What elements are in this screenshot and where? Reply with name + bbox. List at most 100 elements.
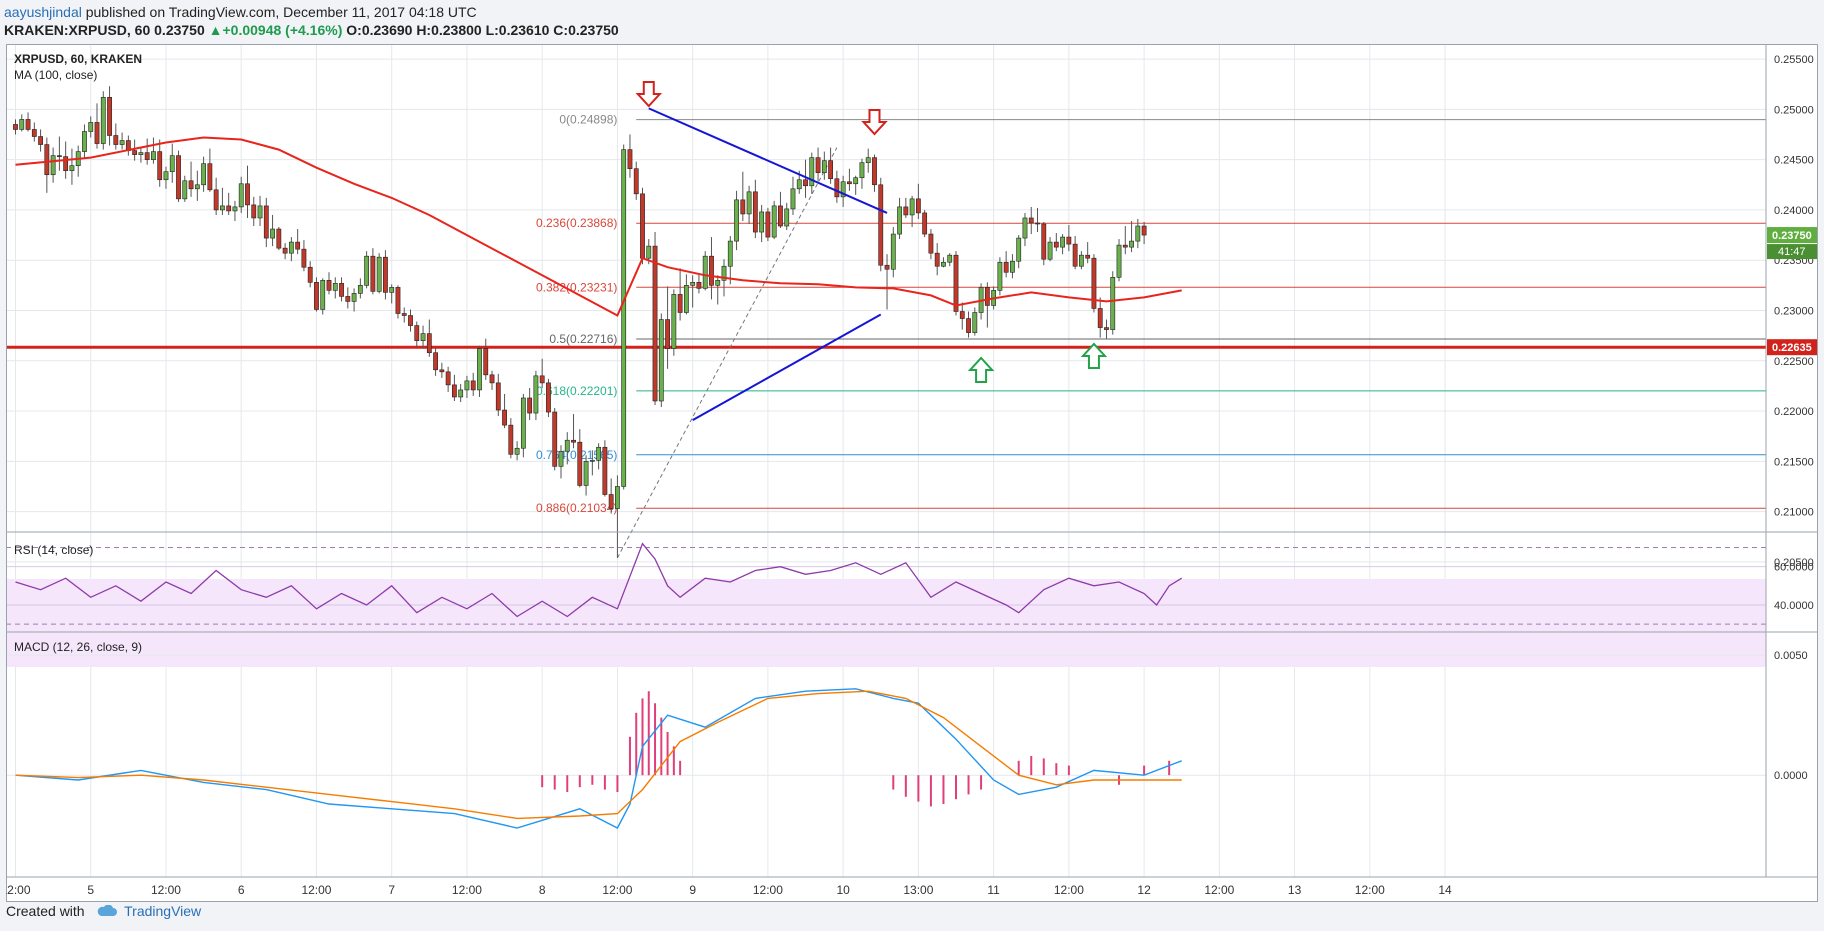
candle xyxy=(251,196,257,227)
candle xyxy=(915,183,921,219)
tradingview-link[interactable]: TradingView xyxy=(124,903,202,919)
last-price-label: 0.23750 xyxy=(1772,230,1812,242)
candle xyxy=(972,307,978,336)
candle xyxy=(207,148,213,192)
macd-tick-label: 0.0050 xyxy=(1774,650,1808,662)
quote-line: KRAKEN:XRPUSD, 60 0.23750 ▲+0.00948 (+4.… xyxy=(4,22,619,38)
author-link[interactable]: aayushjindal xyxy=(4,4,82,20)
candle xyxy=(489,370,495,390)
candle-body xyxy=(119,140,125,145)
price-pane xyxy=(6,86,1766,559)
candle xyxy=(113,123,119,150)
candle xyxy=(771,200,777,240)
candle xyxy=(527,387,533,421)
candle-body xyxy=(834,178,840,198)
countdown-label: 41:47 xyxy=(1778,246,1806,258)
change-value: +0.00948 (+4.16%) xyxy=(222,22,343,38)
published-text: published on TradingView.com, December 1… xyxy=(81,4,477,20)
candle-body xyxy=(746,191,752,215)
support-price-tag xyxy=(1767,339,1817,356)
candle xyxy=(1135,218,1141,249)
candle-body xyxy=(383,256,388,293)
candle xyxy=(589,450,595,476)
candle xyxy=(828,147,833,184)
candle xyxy=(740,171,746,221)
candle-body xyxy=(853,177,859,185)
candle xyxy=(270,214,275,247)
candle-body xyxy=(947,254,953,263)
candle xyxy=(151,137,156,164)
candle-body xyxy=(339,283,344,297)
candle xyxy=(389,284,395,304)
candle-body xyxy=(389,287,395,293)
candle xyxy=(307,261,313,288)
candle xyxy=(533,370,539,421)
candle-body xyxy=(238,183,244,208)
candle-body xyxy=(784,208,790,227)
candle-body xyxy=(527,397,533,414)
candle xyxy=(132,139,138,161)
candle xyxy=(1116,239,1122,282)
axes: 12:00 5 12:00 6 12:00 7 12:00 8 12:00 9 12:00 10 13:… xyxy=(6,44,1818,902)
candle-body xyxy=(709,255,714,286)
candle-body xyxy=(915,198,921,214)
fib-label: 0.618(0.22201) xyxy=(536,384,617,398)
candle-body xyxy=(928,233,934,254)
candle-body xyxy=(520,397,526,449)
y-tick-label: 0.22000 xyxy=(1774,406,1814,418)
candle-body xyxy=(859,162,865,179)
candle-body xyxy=(82,131,87,152)
x-tick-label: 12:00 xyxy=(1204,883,1234,897)
candle xyxy=(94,103,100,149)
candle-body xyxy=(489,374,495,384)
candle xyxy=(727,236,733,285)
chart-background xyxy=(6,44,1818,902)
y-tick-label: 0.20500 xyxy=(1774,557,1814,569)
candle-body xyxy=(1041,223,1047,260)
candle-body xyxy=(803,179,808,187)
candle-body xyxy=(151,151,156,160)
candle-body xyxy=(740,199,746,215)
candle-body xyxy=(847,181,852,185)
candle xyxy=(564,432,570,465)
candle xyxy=(194,170,200,201)
candle-body xyxy=(270,228,275,239)
candle-body xyxy=(1047,241,1053,260)
x-tick-label: 12:00 xyxy=(1054,883,1084,897)
fib-trend-line xyxy=(616,147,838,559)
x-tick-label: 12:00 xyxy=(602,883,632,897)
candle-body xyxy=(31,129,37,137)
candle xyxy=(314,277,319,312)
candle xyxy=(928,229,934,260)
candle-body xyxy=(633,168,639,195)
candle-body xyxy=(220,205,225,211)
candle xyxy=(602,440,608,497)
candle xyxy=(176,150,181,202)
candle-body xyxy=(207,163,213,191)
candle-body xyxy=(577,441,583,486)
candle-body xyxy=(19,119,25,130)
candle xyxy=(483,338,489,380)
y-tick-label: 0.25500 xyxy=(1774,54,1814,66)
candle xyxy=(909,195,915,228)
candle xyxy=(182,175,188,202)
x-tick-label: 12 xyxy=(1137,883,1151,897)
candle-body xyxy=(903,206,909,216)
candle-body xyxy=(627,149,633,169)
candle-body xyxy=(715,280,721,286)
candle xyxy=(1041,221,1047,266)
y-tick-label: 0.25000 xyxy=(1774,104,1814,116)
x-tick-label: 7 xyxy=(388,883,395,897)
candle-body xyxy=(865,157,871,163)
trendline-lower xyxy=(692,313,882,421)
candle-body xyxy=(1135,225,1141,242)
candle xyxy=(947,253,953,267)
candle-body xyxy=(652,245,658,402)
ma-legend: MA (100, close) xyxy=(14,68,97,82)
candle xyxy=(69,148,75,185)
candle xyxy=(433,347,438,376)
candle-body xyxy=(458,389,464,398)
candle xyxy=(470,372,476,396)
candle xyxy=(784,202,790,231)
price-chart[interactable]: 0(0.24898) 0.236(0.23868) 0.382(0.23231) 0.… xyxy=(6,44,1818,902)
